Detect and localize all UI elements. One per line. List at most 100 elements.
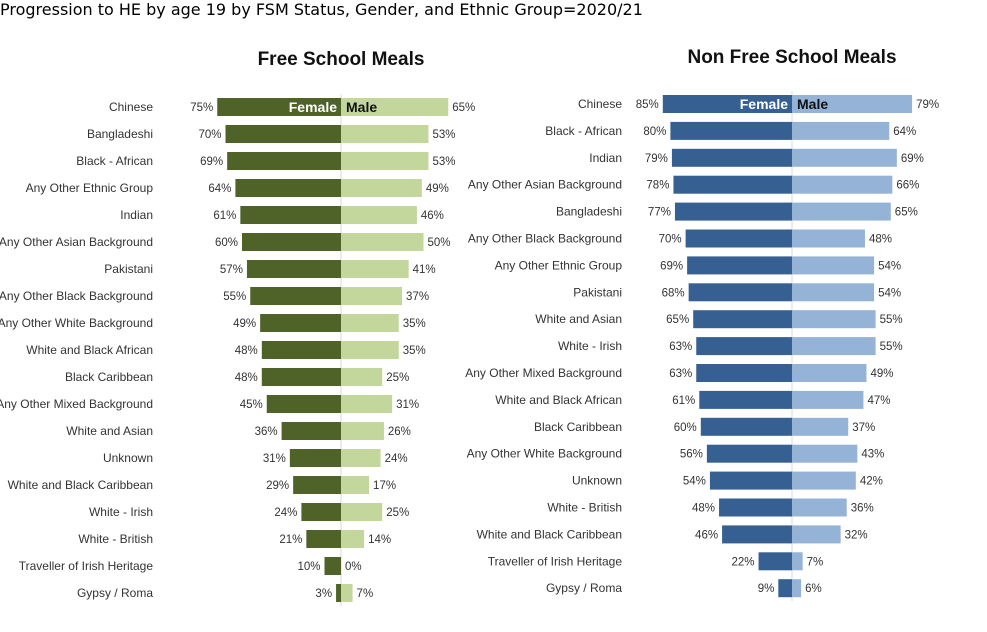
female-value-label: 60% <box>674 422 697 434</box>
legend-male-label: Male <box>346 99 377 115</box>
male-value-label: 24% <box>385 453 408 465</box>
male-value-label: 54% <box>878 287 901 299</box>
male-bar <box>341 449 381 467</box>
female-value-label: 63% <box>669 368 692 380</box>
male-value-label: 49% <box>426 183 449 195</box>
category-label: Any Other Mixed Background <box>0 397 153 411</box>
female-bar <box>722 525 792 544</box>
female-bar <box>225 125 341 143</box>
category-label: Pakistani <box>104 262 153 276</box>
female-value-label: 31% <box>263 453 286 465</box>
male-value-label: 55% <box>880 341 903 353</box>
category-label: Traveller of Irish Heritage <box>19 559 154 573</box>
male-bar <box>341 368 383 386</box>
male-value-label: 55% <box>880 314 903 326</box>
male-bar <box>792 525 841 544</box>
female-value-label: 46% <box>695 529 718 541</box>
female-value-label: 22% <box>732 556 755 568</box>
category-label: White - British <box>547 501 622 515</box>
category-label: Unknown <box>572 474 622 488</box>
female-bar <box>699 390 792 409</box>
female-bar <box>266 395 341 413</box>
female-bar <box>758 552 792 571</box>
male-value-label: 26% <box>388 426 411 438</box>
male-value-label: 7% <box>357 588 374 600</box>
chart-title: Non Free School Meals <box>687 47 896 68</box>
category-label: Black Caribbean <box>65 370 153 384</box>
female-value-label: 68% <box>662 287 685 299</box>
female-bar <box>281 422 341 440</box>
male-value-label: 35% <box>403 345 426 357</box>
chart-title: Free School Meals <box>258 49 425 70</box>
category-label: Pakistani <box>573 285 622 299</box>
male-value-label: 32% <box>845 529 868 541</box>
female-value-label: 78% <box>646 180 669 192</box>
female-value-label: 70% <box>659 234 682 246</box>
category-label: White and Asian <box>66 424 153 438</box>
male-value-label: 25% <box>386 507 409 519</box>
male-value-label: 42% <box>860 476 883 488</box>
category-label: Gypsy / Roma <box>546 581 622 595</box>
category-label: Traveller of Irish Heritage <box>488 554 623 568</box>
category-label: White and Asian <box>535 312 622 326</box>
female-value-label: 55% <box>223 291 246 303</box>
male-value-label: 46% <box>421 210 444 222</box>
female-bar <box>261 368 341 386</box>
category-label: Any Other White Background <box>0 316 153 330</box>
male-bar <box>341 314 399 332</box>
male-bar <box>792 121 890 140</box>
female-bar <box>709 471 792 490</box>
male-bar <box>341 287 403 305</box>
male-bar <box>792 175 893 194</box>
male-bar <box>792 283 875 302</box>
category-label: White and Black Caribbean <box>477 527 622 541</box>
category-label: White and Black Caribbean <box>8 478 153 492</box>
male-bar <box>341 125 429 143</box>
female-bar <box>250 287 341 305</box>
category-label: Any Other Black Background <box>0 289 153 303</box>
category-label: White - British <box>78 532 153 546</box>
male-bar <box>792 229 865 248</box>
category-label: White - Irish <box>558 339 622 353</box>
female-value-label: 21% <box>279 534 302 546</box>
male-value-label: 43% <box>861 449 884 461</box>
male-value-label: 64% <box>893 126 916 138</box>
male-bar <box>341 530 365 548</box>
female-value-label: 57% <box>220 264 243 276</box>
male-bar <box>341 206 417 224</box>
female-bar <box>671 148 792 167</box>
male-value-label: 36% <box>851 503 874 515</box>
category-label: Gypsy / Roma <box>77 586 153 600</box>
female-bar <box>696 364 792 382</box>
male-value-label: 35% <box>403 318 426 330</box>
male-value-label: 14% <box>368 534 391 546</box>
female-bar <box>306 530 341 548</box>
male-bar <box>341 260 409 278</box>
female-value-label: 70% <box>198 129 221 141</box>
category-label: Bangladeshi <box>87 127 153 141</box>
male-bar <box>341 233 424 251</box>
male-bar <box>341 503 383 521</box>
female-bar <box>674 202 792 221</box>
category-label: Indian <box>120 208 153 222</box>
legend-male-label: Male <box>797 96 828 112</box>
male-value-label: 47% <box>867 395 890 407</box>
category-label: Any Other Black Background <box>468 232 622 246</box>
female-bar <box>687 256 792 275</box>
male-bar <box>792 390 864 409</box>
category-label: Any Other Ethnic Group <box>495 258 623 272</box>
male-bar <box>792 579 802 598</box>
category-label: Indian <box>589 151 622 165</box>
female-value-label: 61% <box>672 395 695 407</box>
male-bar <box>792 202 891 221</box>
category-label: Any Other Mixed Background <box>465 366 622 380</box>
category-label: Black Caribbean <box>534 420 622 434</box>
chart-panel-non-fsm: Non Free School Meals Chinese 85% 79% Female… <box>465 47 939 602</box>
female-value-label: 85% <box>636 99 659 111</box>
page-title: Progression to HE by age 19 by FSM Statu… <box>0 0 643 19</box>
female-bar <box>324 557 341 575</box>
female-value-label: 69% <box>200 156 223 168</box>
female-value-label: 80% <box>643 126 666 138</box>
female-bar <box>227 152 341 170</box>
male-bar <box>341 98 449 116</box>
